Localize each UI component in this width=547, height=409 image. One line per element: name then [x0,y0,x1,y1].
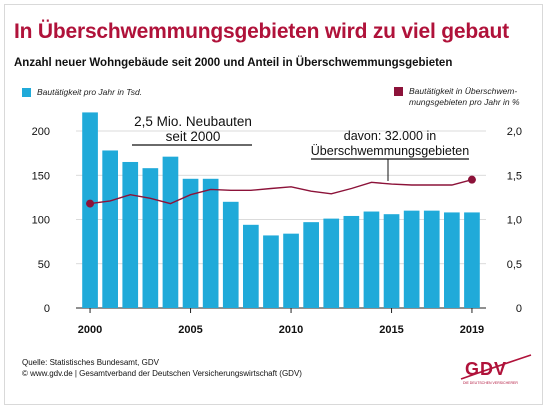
legend-bar-label: Bautätigkeit pro Jahr in Tsd. [37,87,143,97]
y-axis-left: 0 50 100 150 200 [32,126,50,315]
bar-2008 [243,224,259,308]
bar-2012 [323,218,340,308]
legend-line-label: Bautätigkeit in Überschwem- mungsgebiete… [409,86,529,108]
bar-2000 [82,112,98,308]
bar-2015 [383,214,400,308]
legend-line: Bautätigkeit in Überschwem- mungsgebiete… [394,86,529,108]
x-axis: 2000 2005 2010 2015 2019 [78,308,484,336]
bar-2002 [122,161,139,308]
annotation-total-line2: seit 2000 [166,129,221,144]
footer-source: Quelle: Statistisches Bundesamt, GDV [22,358,159,367]
y-axis-right: 0 0,5 1,0 1,5 2,0 [507,126,522,315]
line-path [89,179,473,205]
x-tick-label: 2015 [379,324,403,336]
footer: Quelle: Statistisches Bundesamt, GDV © w… [22,357,302,379]
line-point-2000 [86,199,95,208]
legend-line-label-1: Bautätigkeit in Überschwem- [409,86,518,96]
line-point-2019 [467,175,476,184]
y-left-tick-label: 100 [32,215,50,227]
y-left-tick-label: 200 [32,126,50,138]
bar-2007 [222,201,239,308]
y-right-tick-label: 0 [516,303,522,315]
gdv-logo: GDV DIE DEUTSCHEN VERSICHERER [455,353,535,389]
y-right-tick-label: 1,0 [507,215,522,227]
y-left-tick-label: 50 [38,259,50,271]
x-tick-label: 2019 [460,324,484,336]
chart-title: In Überschwemmungsgebieten wird zu viel … [14,20,509,43]
bar-2011 [303,222,319,308]
logo-swoosh [460,354,532,380]
legend-line-swatch [394,87,403,96]
x-tick-label: 2000 [78,324,102,336]
x-tick-label: 2010 [279,324,303,336]
legend-bars: Bautätigkeit pro Jahr in Tsd. [22,87,142,97]
y-left-tick-label: 150 [32,170,50,182]
bar-2005 [182,178,199,308]
legend-line-label-2: mungsgebieten pro Jahr in % [409,97,520,107]
y-right-tick-label: 0,5 [507,259,522,271]
y-left-tick-label: 0 [44,303,50,315]
bar-2016 [403,210,420,308]
bar-2017 [423,210,440,308]
bar-2004 [162,156,179,308]
bar-2014 [363,211,380,308]
x-tick-label: 2005 [178,324,202,336]
logo-subtext: DIE DEUTSCHEN VERSICHERER [463,381,518,385]
bar-2006 [202,178,219,308]
legend-bar-swatch [22,87,31,97]
bar-2018 [444,212,460,308]
line-series [86,175,476,208]
annotation-flood-line2: Überschwemmungsgebieten [311,144,469,158]
footer-copyright: © www.gdv.de | Gesamtverband der Deutsch… [22,369,302,378]
bar-2010 [283,233,299,308]
y-right-tick-label: 2,0 [507,126,522,138]
chart-subtitle: Anzahl neuer Wohngebäude seit 2000 und A… [14,57,453,69]
bar-series [82,112,480,308]
bar-2009 [263,235,279,308]
bar-2001 [102,150,118,308]
logo-text: GDV [465,359,508,379]
bar-2003 [142,168,159,308]
annotation-total-line1: 2,5 Mio. Neubauten [134,114,252,129]
bar-2013 [343,215,360,308]
bar-2019 [464,212,480,308]
annotation-flood-line1: davon: 32.000 in [344,129,436,143]
y-right-tick-label: 1,5 [507,170,522,182]
